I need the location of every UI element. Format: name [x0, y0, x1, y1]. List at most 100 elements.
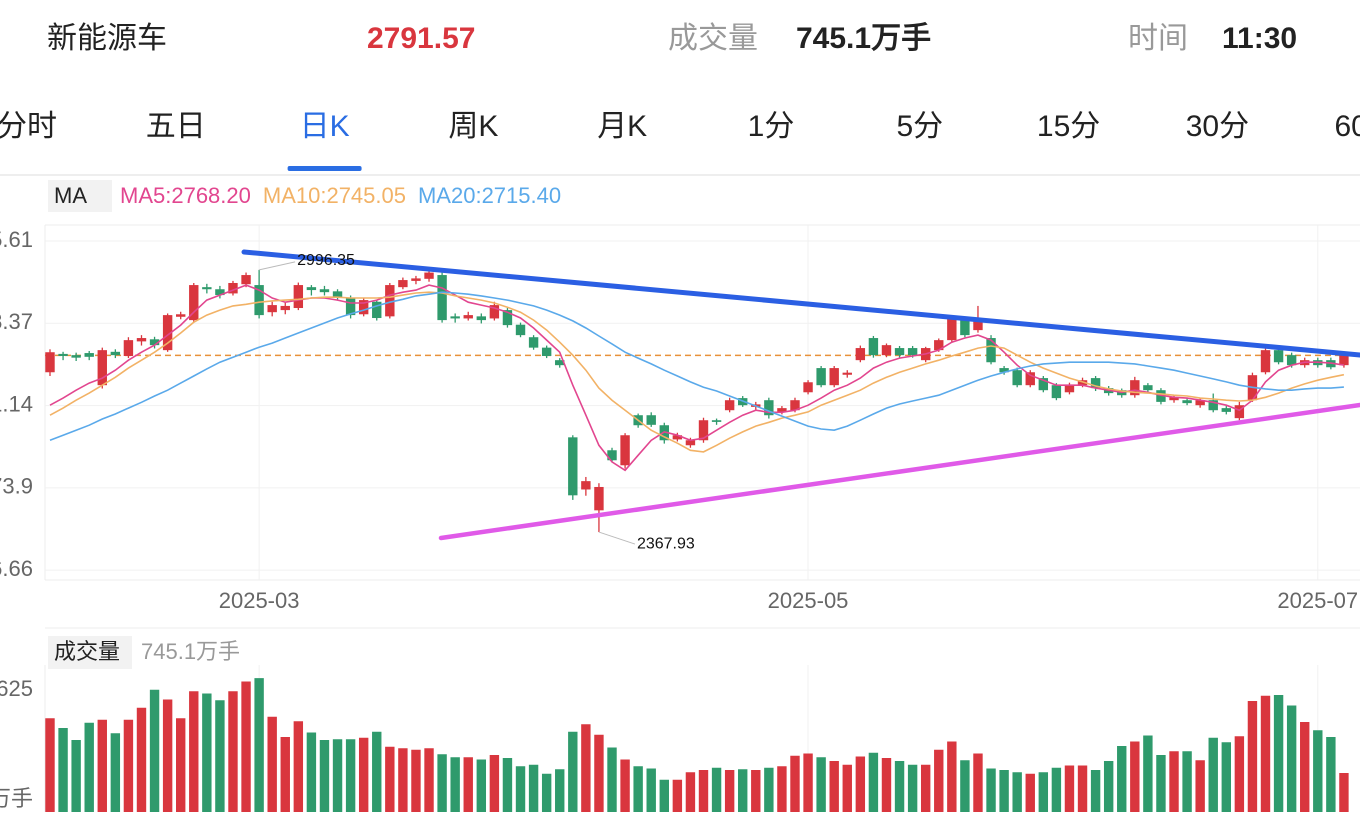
volume-bar	[555, 769, 565, 812]
volume-bar	[1117, 746, 1127, 812]
volume-bar	[228, 691, 238, 812]
candle-body	[672, 435, 683, 440]
tab[interactable]: 1分	[748, 110, 795, 143]
volume-bar	[241, 681, 251, 812]
volume-bar	[136, 707, 147, 812]
volume-bar	[790, 755, 800, 812]
candle-body	[1286, 355, 1297, 366]
volume-bar	[502, 758, 513, 812]
volume-bar	[960, 760, 970, 812]
volume-bar	[385, 746, 395, 812]
volume-bar	[358, 737, 369, 812]
candle-body	[986, 338, 996, 363]
volume-bar	[934, 749, 944, 812]
legend-entry: MA5:2768.20	[120, 183, 251, 208]
volume-bar	[541, 773, 552, 812]
candle-body	[1339, 355, 1349, 366]
volume-panel-value: 745.1万手	[141, 639, 240, 664]
candle-body	[907, 348, 918, 356]
volume-bar	[607, 747, 617, 812]
tab[interactable]: 周K	[448, 110, 498, 143]
candle-body	[489, 305, 500, 319]
candle-body	[764, 400, 774, 416]
volume-bar	[84, 722, 94, 812]
candle-body	[581, 481, 591, 490]
volume-bar	[1221, 742, 1231, 812]
volume-bar	[280, 737, 290, 812]
candle-body	[267, 305, 277, 313]
candle-body	[385, 285, 395, 317]
volume-bar	[1025, 773, 1035, 812]
candle-body	[424, 272, 434, 279]
volume-bar	[162, 699, 173, 812]
tab[interactable]: 五日	[146, 110, 206, 143]
candle-body	[803, 382, 813, 393]
volume-bar	[907, 764, 918, 812]
tab[interactable]: 60分	[1335, 110, 1360, 143]
tab[interactable]: 30分	[1186, 110, 1249, 143]
candle-body	[1169, 397, 1179, 401]
volume-bar	[58, 728, 68, 812]
volume-bar	[646, 768, 656, 812]
volume-bar	[476, 759, 487, 812]
candle-body	[1195, 400, 1205, 406]
candle-body	[620, 435, 630, 466]
tab[interactable]: 月K	[597, 110, 647, 143]
candle-body	[437, 275, 447, 321]
candle-body	[71, 355, 81, 358]
volume-bar	[345, 739, 356, 812]
volume-bar	[1090, 770, 1101, 812]
tab[interactable]: 分时	[0, 110, 57, 143]
volume-bar	[1077, 765, 1088, 812]
high-annotation: 2996.35	[297, 252, 355, 269]
candle-body	[306, 287, 317, 291]
candle-body	[58, 353, 68, 356]
indicator-box	[48, 180, 112, 212]
volume-bar	[1313, 730, 1323, 812]
candle-body	[176, 314, 186, 317]
candle-body	[97, 350, 107, 386]
tab[interactable]: 5分	[896, 110, 943, 143]
candle-body	[541, 347, 552, 356]
low-leader	[598, 531, 636, 545]
candle-body	[568, 437, 578, 496]
volume-bar	[920, 764, 931, 812]
volume-bar	[685, 772, 696, 812]
volume-bar	[123, 719, 134, 812]
candle-body	[947, 318, 957, 341]
volume-bar	[1300, 722, 1310, 812]
candle-body	[894, 348, 905, 356]
volume-bar	[319, 740, 330, 812]
candle-body	[777, 408, 787, 412]
volume-bar	[581, 724, 591, 812]
candle-body	[711, 420, 722, 422]
candle-body	[228, 282, 238, 294]
volume-bar	[97, 719, 107, 812]
candle-body	[607, 450, 617, 461]
index-name: 新能源车	[47, 22, 167, 55]
candle-body	[123, 340, 134, 356]
volume-label: 成交量	[668, 22, 758, 55]
volume-bar	[215, 700, 225, 812]
y-tick-label: 2276.66	[0, 556, 33, 581]
volume-bar	[1156, 755, 1166, 812]
volume-bar	[1234, 736, 1245, 812]
volume-bar	[424, 748, 434, 812]
resistance-trendline	[241, 249, 1360, 358]
volume-bar	[515, 766, 526, 812]
candle-body	[110, 351, 121, 356]
tab[interactable]: 15分	[1037, 110, 1100, 143]
ma-line	[49, 291, 1344, 442]
volume-bar	[829, 761, 839, 812]
volume-bar	[450, 757, 460, 812]
candle-body	[868, 338, 879, 356]
y-tick-label: 2671.14	[0, 391, 33, 416]
candle-body	[960, 320, 970, 336]
volume-bar	[1247, 701, 1258, 812]
tab[interactable]: 日K	[300, 110, 350, 143]
candle-body	[528, 337, 539, 348]
candle-body	[411, 278, 421, 281]
candle-body	[463, 315, 473, 319]
volume-bar	[149, 689, 160, 812]
volume-bar	[267, 716, 277, 812]
